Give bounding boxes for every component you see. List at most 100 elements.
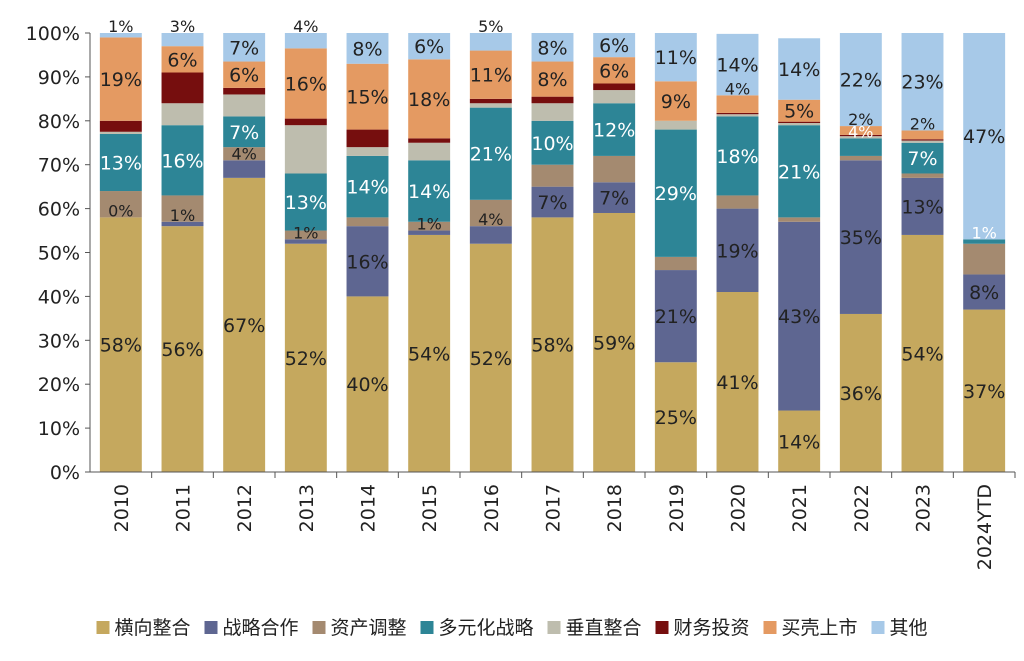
bar-segment xyxy=(778,122,821,126)
bar-segment xyxy=(99,191,142,218)
bar-segment xyxy=(408,221,451,231)
data-label: 14% xyxy=(716,55,758,77)
bar-segment xyxy=(99,133,142,192)
x-tick-label: 2014 xyxy=(358,484,380,532)
bar-segment xyxy=(408,230,451,235)
data-label: 67% xyxy=(223,315,265,337)
bar-segment xyxy=(161,103,204,126)
bar-segment xyxy=(654,81,697,121)
data-label: 5% xyxy=(478,17,503,36)
y-tick-label: 40% xyxy=(38,286,80,308)
bar-segment xyxy=(408,59,451,139)
bar-segment xyxy=(469,98,512,104)
data-label: 22% xyxy=(840,70,882,92)
data-label: 7% xyxy=(229,37,259,59)
x-tick-label: 2024YTD xyxy=(974,484,996,570)
data-label: 8% xyxy=(352,38,382,60)
bar-segment xyxy=(223,33,266,62)
bar-segment xyxy=(223,147,266,161)
bar-segment xyxy=(839,136,882,139)
bar-segment xyxy=(778,410,821,472)
bar-segment xyxy=(778,121,821,123)
data-label: 6% xyxy=(599,60,629,82)
bar-segment xyxy=(284,48,327,119)
bar-segment xyxy=(593,155,636,183)
x-tick-label: 2021 xyxy=(789,484,811,532)
y-axis: 0% 10% 20% 30% 40% 50% 60% 70% 80% 90% 100% xyxy=(26,23,91,484)
legend-label: 战略合作 xyxy=(223,617,299,639)
data-label: 14% xyxy=(778,431,820,453)
bar-segment xyxy=(716,208,759,293)
data-label: 13% xyxy=(285,192,327,214)
bar-segment xyxy=(346,155,389,218)
bar-segment xyxy=(963,309,1006,472)
y-tick-label: 80% xyxy=(38,111,80,133)
legend-label: 横向整合 xyxy=(115,617,191,639)
legend: 横向整合 战略合作 资产调整 多元化战略 垂直整合 财务投资 买壳上市 其他 xyxy=(96,617,928,639)
bar-segment xyxy=(839,138,882,156)
bar-segment xyxy=(469,243,512,472)
y-tick-label: 10% xyxy=(38,418,80,440)
y-tick-label: 0% xyxy=(50,462,80,484)
bar-segment xyxy=(716,95,759,113)
data-label: 7% xyxy=(907,148,937,170)
data-label: 13% xyxy=(901,196,943,218)
x-tick-label: 2020 xyxy=(728,484,750,532)
bar-segment xyxy=(963,33,1006,240)
bar-segment xyxy=(223,177,266,472)
data-label: 1% xyxy=(293,223,318,242)
bar-segment xyxy=(716,195,759,209)
bar-segment xyxy=(408,138,451,143)
bar-segment xyxy=(716,114,759,117)
bar-segment xyxy=(901,177,944,235)
data-label: 19% xyxy=(100,69,142,91)
data-label: 16% xyxy=(346,251,388,273)
bar-segment xyxy=(778,217,821,222)
bar-segment xyxy=(901,139,944,141)
bar-segment xyxy=(469,50,512,99)
bar-segment xyxy=(161,221,204,227)
bar-segment xyxy=(531,33,574,62)
data-label: 43% xyxy=(778,306,820,328)
data-label: 11% xyxy=(470,65,512,87)
data-label: 40% xyxy=(346,374,388,396)
bar-segment xyxy=(161,72,204,104)
bar-segment xyxy=(531,96,574,104)
data-label: 6% xyxy=(229,65,259,87)
y-tick-label: 20% xyxy=(38,374,80,396)
legend-swatch xyxy=(871,621,885,634)
bar-segment xyxy=(346,147,389,156)
data-label: 2% xyxy=(848,110,873,129)
bar-segment xyxy=(531,164,574,187)
bar-segment xyxy=(839,134,882,137)
bar-segment xyxy=(346,63,389,130)
bar-segment xyxy=(408,33,451,60)
bar-segment xyxy=(346,129,389,148)
bar-segment xyxy=(654,256,697,271)
x-tick-label: 2023 xyxy=(913,484,935,532)
bar-segment xyxy=(346,296,389,472)
bar-segment xyxy=(469,199,512,227)
data-label: 8% xyxy=(537,37,567,59)
legend-swatch xyxy=(420,621,434,634)
bar-segment xyxy=(161,226,204,472)
data-label: 11% xyxy=(655,47,697,69)
bar-segment xyxy=(654,129,697,257)
bar-segment xyxy=(284,239,327,244)
data-label: 6% xyxy=(167,49,197,71)
bar-segment xyxy=(469,226,512,244)
data-label: 7% xyxy=(537,192,567,214)
bar-segment xyxy=(593,33,636,58)
data-label: 18% xyxy=(716,146,758,168)
bar-segment xyxy=(593,212,636,473)
data-label: 0% xyxy=(108,201,133,220)
bar-segment xyxy=(839,160,882,314)
data-label: 7% xyxy=(599,188,629,210)
y-tick-label: 90% xyxy=(38,67,80,89)
bar-segment xyxy=(99,217,142,472)
y-tick-label: 100% xyxy=(26,23,80,45)
data-label: 4% xyxy=(725,79,750,98)
legend-swatch xyxy=(312,621,326,634)
bar-segment xyxy=(408,142,451,161)
